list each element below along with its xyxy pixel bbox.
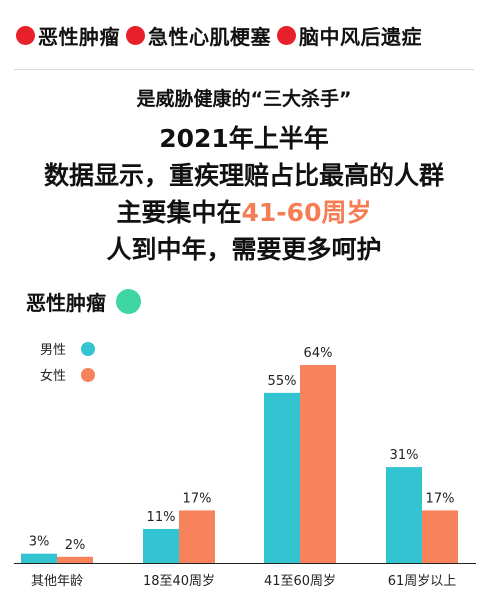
headline-line-3-prefix: 主要集中在 bbox=[116, 198, 242, 227]
x-tick-label: 18至40周岁 bbox=[143, 574, 215, 589]
tag-label: 急性心肌梗塞 bbox=[148, 24, 271, 49]
red-dot-icon bbox=[16, 25, 35, 45]
tag-stroke-sequelae: 脑中风后遗症 bbox=[277, 21, 422, 50]
headline-line-1: 2021年上半年 bbox=[159, 124, 329, 153]
data-label-female: 17% bbox=[183, 491, 212, 506]
x-tick-label: 61周岁以上 bbox=[388, 574, 457, 589]
bar-male bbox=[21, 553, 57, 563]
bar-female bbox=[422, 510, 458, 563]
section-label: 恶性肿瘤 bbox=[26, 291, 106, 315]
tag-label: 脑中风后遗症 bbox=[299, 24, 422, 49]
data-label-female: 17% bbox=[426, 491, 455, 506]
bar-female bbox=[57, 556, 93, 563]
data-label-male: 11% bbox=[147, 510, 176, 525]
red-dot-icon bbox=[277, 25, 296, 45]
bar-male bbox=[386, 467, 422, 563]
legend-label-female: 女性 bbox=[40, 368, 66, 384]
headline-accent: 41-60周岁 bbox=[241, 198, 372, 227]
headline-line-4: 人到中年，需要更多呵护 bbox=[106, 235, 382, 264]
bar-female bbox=[300, 365, 336, 563]
tag-acute-myocardial-infarction: 急性心肌梗塞 bbox=[126, 21, 271, 50]
subtitle: 是威胁健康的“三大杀手” bbox=[136, 88, 352, 110]
data-label-male: 31% bbox=[390, 448, 419, 463]
legend-label-male: 男性 bbox=[40, 343, 66, 358]
divider bbox=[14, 69, 474, 70]
x-tick-label: 41至60周岁 bbox=[264, 574, 336, 589]
headline-line-3: 主要集中在41-60周岁 bbox=[0, 194, 488, 231]
legend-swatch-female bbox=[81, 368, 95, 382]
data-label-male: 55% bbox=[268, 374, 297, 389]
legend-swatch-male bbox=[81, 342, 95, 356]
circle-icon bbox=[116, 289, 141, 314]
bar-female bbox=[179, 510, 215, 563]
data-label-female: 64% bbox=[304, 346, 333, 361]
disease-tags: 恶性肿瘤 急性心肌梗塞 脑中风后遗症 bbox=[16, 18, 486, 52]
red-dot-icon bbox=[126, 25, 145, 45]
bar-male bbox=[143, 528, 179, 563]
bar-male bbox=[264, 392, 300, 563]
tag-label: 恶性肿瘤 bbox=[38, 24, 120, 49]
headline-line-2: 数据显示，重疾理赔占比最高的人群 bbox=[43, 161, 444, 190]
tag-malignant-tumor: 恶性肿瘤 bbox=[16, 21, 120, 50]
x-tick-label: 其他年龄 bbox=[31, 574, 83, 589]
data-label-female: 2% bbox=[65, 538, 86, 553]
data-label-male: 3% bbox=[29, 535, 50, 550]
headline: 2021年上半年 数据显示，重疾理赔占比最高的人群 主要集中在41-60周岁 人… bbox=[0, 120, 488, 268]
section-heading: 恶性肿瘤 bbox=[26, 287, 141, 316]
